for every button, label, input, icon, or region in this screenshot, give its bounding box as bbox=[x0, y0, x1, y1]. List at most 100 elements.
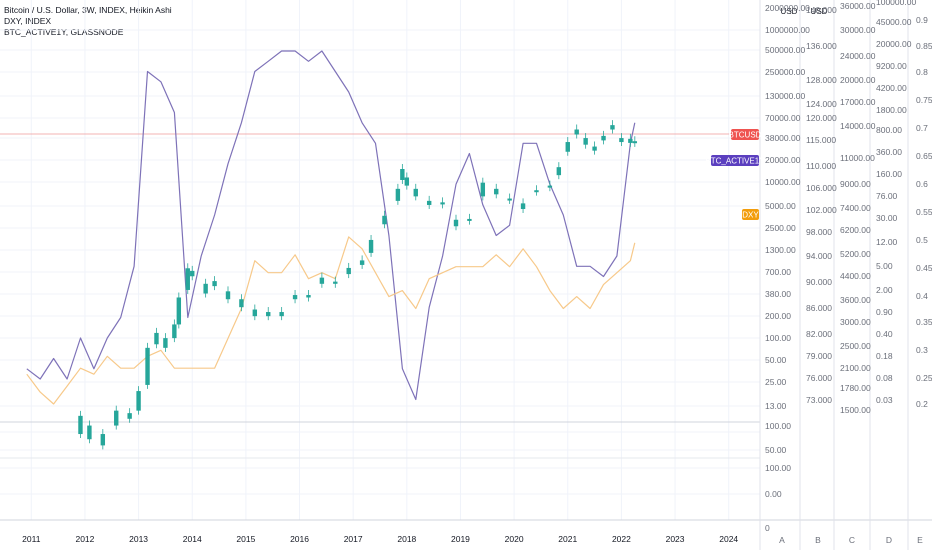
candle bbox=[368, 239, 374, 253]
axis-e-tick: 0.8 bbox=[916, 67, 928, 77]
candle bbox=[319, 277, 325, 284]
axis-e-tick: 0.2 bbox=[916, 399, 928, 409]
axis-b-tick: 90.000 bbox=[806, 277, 832, 287]
candle bbox=[225, 291, 231, 300]
active1y-price-tag-bg bbox=[711, 155, 759, 166]
axis-d-tick: 12.00 bbox=[876, 237, 898, 247]
axis-b-tick: 94.000 bbox=[806, 251, 832, 261]
candle bbox=[163, 338, 168, 348]
candle bbox=[467, 218, 472, 221]
usd-axis-label-b: USD bbox=[811, 7, 828, 16]
axis-c-tick: 1780.00 bbox=[840, 383, 871, 393]
axis-c-tick: 3000.00 bbox=[840, 317, 871, 327]
axis-d-tick: 2.00 bbox=[876, 285, 893, 295]
axis-d-tick: 800.00 bbox=[876, 125, 902, 135]
active1y-line bbox=[26, 50, 636, 401]
candle bbox=[440, 202, 445, 205]
axis-b-tick: 102.000 bbox=[806, 205, 837, 215]
axis-e-tick: 0.85 bbox=[916, 41, 932, 51]
candle bbox=[395, 188, 401, 201]
axis-c-tick: 17000.00 bbox=[840, 97, 876, 107]
x-year-tick: 2016 bbox=[290, 534, 309, 544]
candle bbox=[333, 281, 338, 284]
usd-tick: 100.00 bbox=[765, 421, 791, 431]
candle-layer bbox=[78, 120, 638, 450]
axis-c-tick: 5200.00 bbox=[840, 249, 871, 259]
usd-tick: 0 bbox=[765, 523, 770, 533]
x-year-tick: 2015 bbox=[236, 534, 255, 544]
candle bbox=[480, 182, 486, 197]
pane-letter: E bbox=[917, 535, 923, 545]
x-year-tick: 2018 bbox=[397, 534, 416, 544]
axis-b-tick: 128.000 bbox=[806, 75, 837, 85]
axis-e-tick: 0.35 bbox=[916, 317, 932, 327]
candle bbox=[628, 138, 633, 143]
legend-dxy-title[interactable]: DXY, INDEX bbox=[4, 16, 52, 26]
axis-d-tick: 30.00 bbox=[876, 213, 898, 223]
axis-d-tick: 100000.00 bbox=[876, 0, 916, 7]
axis-b-tick: 76.000 bbox=[806, 373, 832, 383]
candle bbox=[185, 268, 190, 290]
time-axis: 2011 2012 2013 2014 2015 2016 2017 2018 2019 2020… bbox=[22, 534, 738, 544]
pane-letter: C bbox=[849, 535, 855, 545]
candle bbox=[306, 295, 311, 298]
axis-d-tick: 0.90 bbox=[876, 307, 893, 317]
candle bbox=[592, 146, 597, 151]
pane-letter: A bbox=[779, 535, 785, 545]
axis-d-tick: 0.40 bbox=[876, 329, 893, 339]
candle bbox=[87, 425, 92, 440]
usd-tick: 2000000.00 bbox=[765, 3, 810, 13]
candle bbox=[556, 167, 562, 176]
candle bbox=[632, 141, 638, 144]
axis-e-tick: 0.3 bbox=[916, 345, 928, 355]
candle bbox=[583, 138, 588, 145]
axis-d-tick: 45000.00 bbox=[876, 17, 912, 27]
candle bbox=[114, 410, 119, 426]
axis-e-tick: 0.45 bbox=[916, 263, 932, 273]
candle bbox=[453, 219, 459, 227]
usd-axis-label: USD bbox=[781, 7, 798, 16]
axis-d-tick: 9200.00 bbox=[876, 61, 907, 71]
candle bbox=[127, 413, 132, 419]
btcusd-price-tag-bg bbox=[731, 129, 759, 140]
usd-tick: 70000.00 bbox=[765, 113, 801, 123]
legend-active-title[interactable]: BTC_ACTIVE1Y, GLASSNODE bbox=[4, 27, 124, 37]
usd-tick: 700.00 bbox=[765, 267, 791, 277]
candle bbox=[610, 125, 615, 130]
usd-tick: 100.00 bbox=[765, 463, 791, 473]
axis-b-tick: 98.000 bbox=[806, 227, 832, 237]
axis-c-tick: 14000.00 bbox=[840, 121, 876, 131]
usd-tick: 20000.00 bbox=[765, 155, 801, 165]
candle bbox=[136, 391, 141, 411]
legend-btc-title[interactable]: Bitcoin / U.S. Dollar, 3W, INDEX, Heikin… bbox=[4, 5, 172, 15]
candle bbox=[574, 129, 579, 135]
axis-b-tick: 110.000 bbox=[806, 161, 836, 171]
candle bbox=[601, 135, 606, 141]
candle bbox=[212, 281, 217, 287]
axis-b-tick: 82.000 bbox=[806, 329, 832, 339]
axis-c-tick: 2100.00 bbox=[840, 363, 871, 373]
dxy-price-tag-bg bbox=[742, 209, 759, 220]
axis-d-tick: 4200.00 bbox=[876, 83, 907, 93]
axis-e-tick: 0.25 bbox=[916, 373, 932, 383]
candle bbox=[176, 297, 182, 325]
axis-c-tick: 1500.00 bbox=[840, 405, 871, 415]
axis-d-tick: 0.08 bbox=[876, 373, 893, 383]
candle bbox=[413, 188, 418, 197]
axis-e-tick: 0.55 bbox=[916, 207, 932, 217]
axis-c-tick: 7400.00 bbox=[840, 203, 871, 213]
dxy-line bbox=[26, 236, 636, 405]
candle bbox=[494, 188, 499, 195]
axis-c-tick: 11000.00 bbox=[840, 153, 875, 163]
usd-tick: 50.00 bbox=[765, 355, 787, 365]
axis-e-tick: 0.4 bbox=[916, 291, 928, 301]
axis-c-tick: 2500.00 bbox=[840, 341, 871, 351]
axis-b-tick: 124.000 bbox=[806, 99, 837, 109]
axis-d-tick: 20000.00 bbox=[876, 39, 912, 49]
candle bbox=[346, 267, 351, 275]
candle bbox=[547, 185, 553, 188]
usd-tick: 1300.00 bbox=[765, 245, 796, 255]
